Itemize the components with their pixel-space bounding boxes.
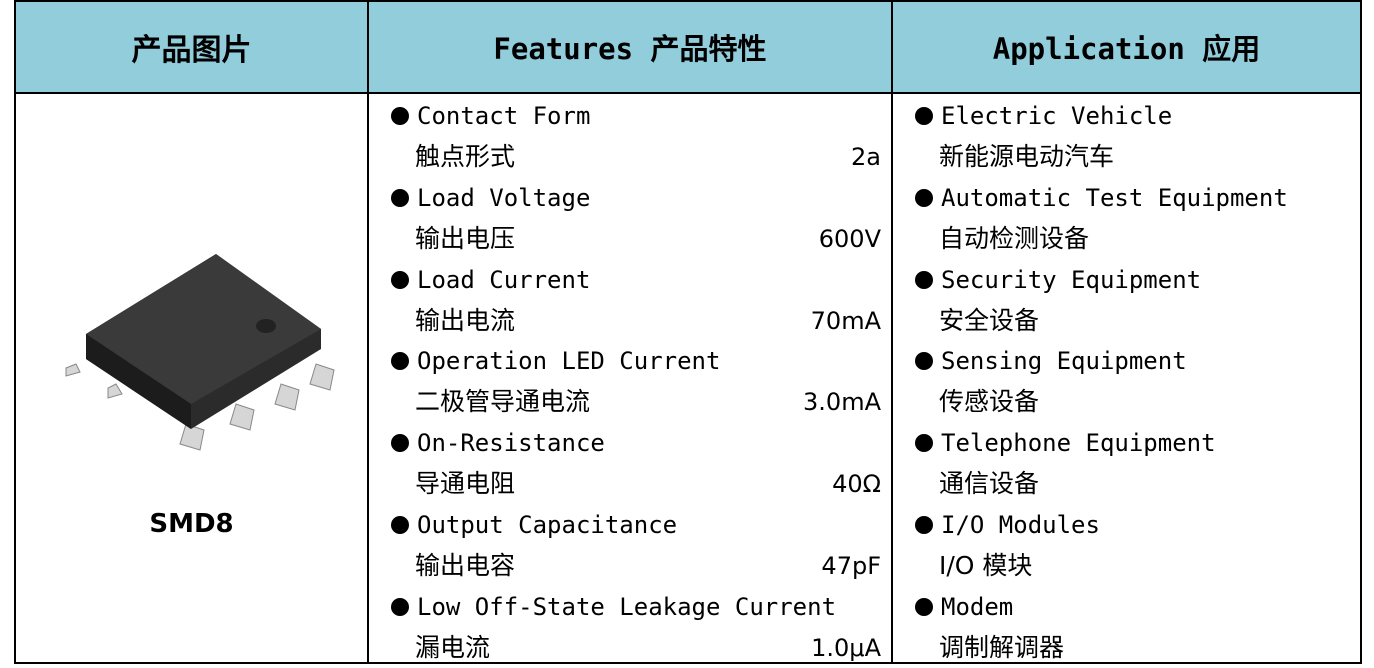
header-text: 产品图片	[131, 33, 252, 68]
applications-cell: Electric Vehicle 新能源电动汽车 Automatic Test Eq…	[891, 92, 1362, 664]
item-name: Output Capacitance	[417, 511, 678, 539]
item-name: Security Equipment	[941, 265, 1202, 294]
chip-image	[65, 254, 335, 451]
bullet	[391, 516, 409, 534]
item-name: Contact Form	[417, 102, 591, 130]
bullet	[915, 270, 933, 289]
features-cell: Contact Form 触点形式 2a Load Voltage 输出电压 600V Lo…	[367, 92, 893, 664]
item-name: I/O Modules	[941, 511, 1100, 539]
bullet	[391, 352, 409, 371]
item-label: 二极管导通电流	[415, 387, 591, 417]
product-name: SMD8	[149, 509, 234, 539]
item-value: 70mA	[810, 306, 881, 335]
bullet	[915, 107, 933, 125]
item-name: Electric Vehicle	[941, 102, 1173, 130]
item-name: Load Voltage	[417, 183, 591, 212]
item-label: 漏电流	[415, 632, 491, 662]
item-label: 通信设备	[939, 469, 1040, 499]
item-value: 3.0mA	[803, 388, 881, 417]
item-value: 47pF	[821, 551, 881, 580]
item-value: 40Ω	[832, 470, 881, 499]
item-label: 传感设备	[939, 387, 1040, 417]
bullet	[391, 107, 409, 125]
item-name: On-Resistance	[417, 429, 605, 458]
item-label: 调制解调器	[939, 632, 1065, 662]
item-label: 自动检测设备	[939, 223, 1090, 253]
item-label: 输出电流	[415, 305, 516, 335]
item-name: Modem	[941, 592, 1014, 621]
bullet	[391, 188, 409, 207]
header-text: Features 产品特性	[493, 32, 767, 66]
item-label: I/O 模块	[939, 550, 1033, 580]
header-cell: 产品图片	[14, 0, 369, 94]
header-cell: Application 应用	[891, 0, 1362, 94]
item-label: 输出电压	[415, 223, 516, 253]
item-name: Operation LED Current	[417, 347, 721, 376]
item-label: 输出电容	[415, 550, 516, 580]
item-name: Load Current	[417, 265, 591, 294]
item-value: 1.0μA	[811, 633, 881, 662]
header-cell: Features 产品特性	[367, 0, 893, 94]
bullet	[915, 434, 933, 453]
bullet	[915, 188, 933, 207]
bullet	[915, 352, 933, 371]
item-label: 触点形式	[415, 141, 516, 171]
item-value: 2a	[851, 142, 881, 171]
bullet	[391, 434, 409, 453]
image-cell: SMD8	[14, 92, 369, 664]
item-label: 新能源电动汽车	[939, 141, 1115, 171]
item-name: Telephone Equipment	[941, 429, 1216, 458]
bullet	[915, 516, 933, 534]
item-label: 安全设备	[939, 305, 1040, 335]
item-name: Low Off-State Leakage Current	[417, 592, 837, 621]
bullet	[391, 597, 409, 616]
item-name: Sensing Equipment	[941, 347, 1187, 376]
bullet	[915, 597, 933, 616]
header-text: Application 应用	[992, 32, 1261, 66]
item-name: Automatic Test Equipment	[941, 183, 1288, 212]
item-label: 导通电阻	[415, 469, 516, 499]
bullet	[391, 270, 409, 289]
item-value: 600V	[818, 224, 881, 253]
